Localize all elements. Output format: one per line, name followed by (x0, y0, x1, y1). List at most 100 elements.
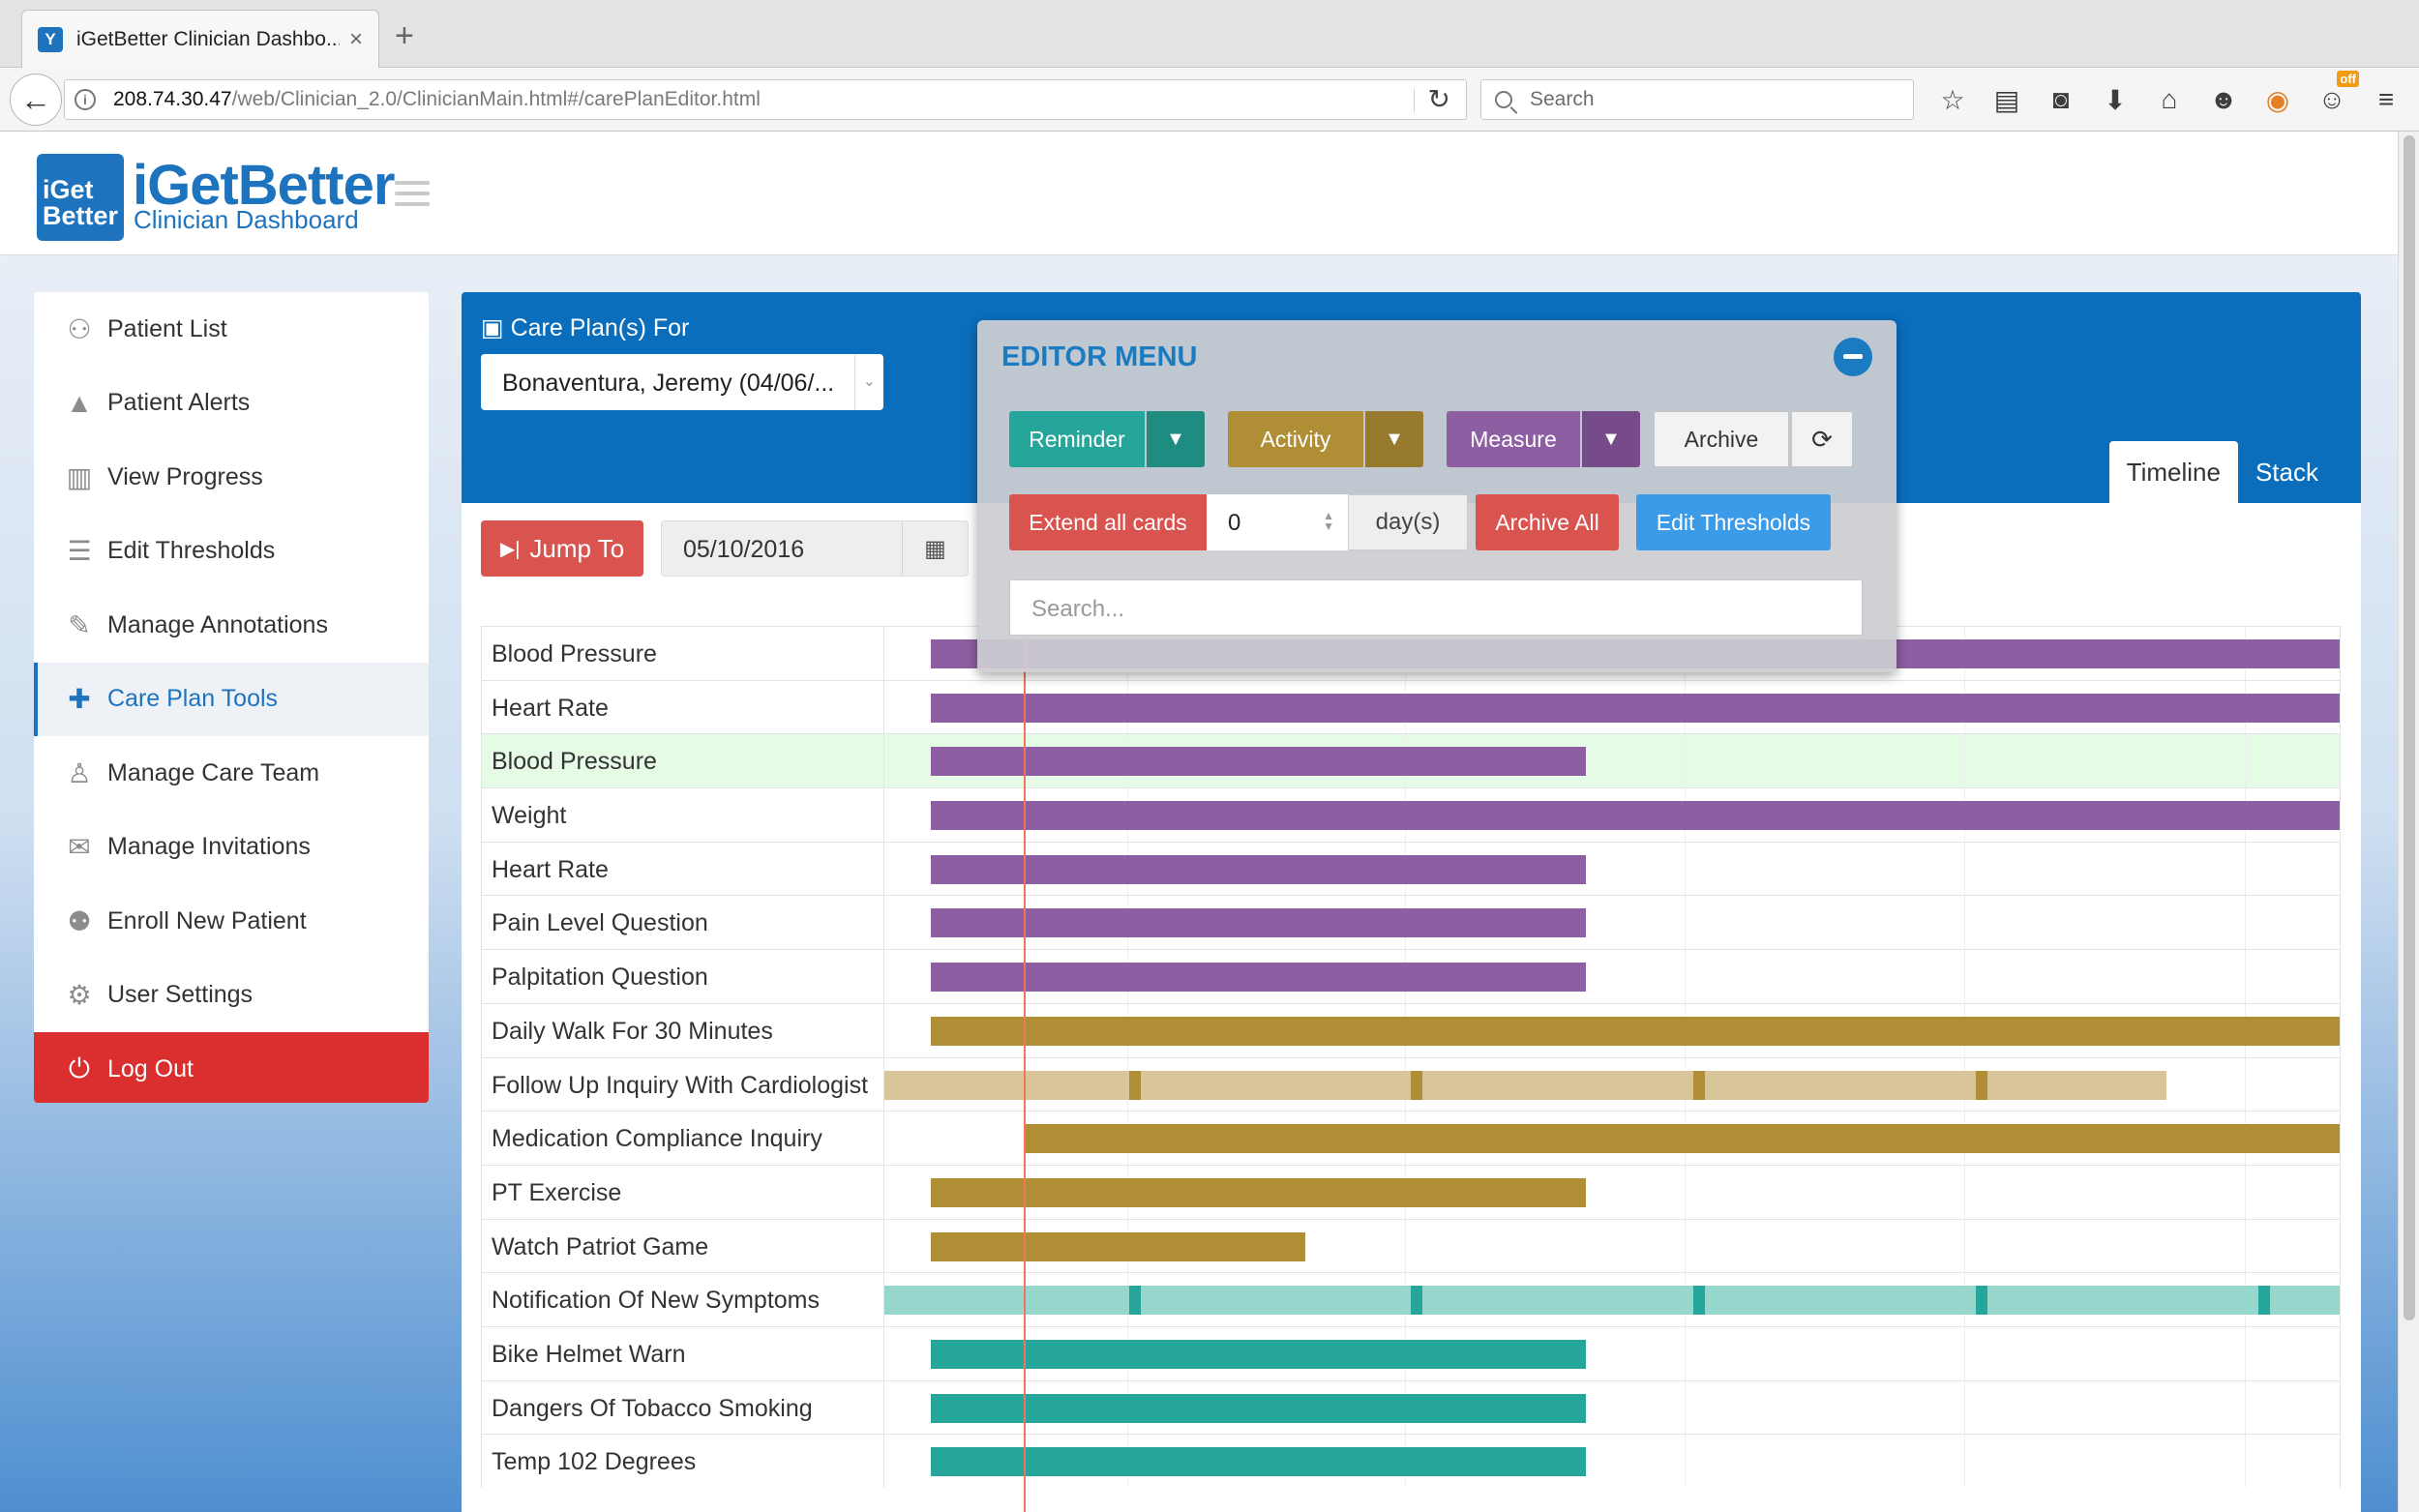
jump-to-button[interactable]: ▶| Jump To (481, 520, 643, 577)
bookmark-star-icon[interactable]: ☆ (1940, 84, 1965, 115)
sidebar-item-care-plan-tools[interactable]: ✚ Care Plan Tools (34, 662, 429, 736)
timeline-occurrence-tick[interactable] (1128, 1286, 1141, 1316)
menu-icon[interactable]: ≡ (2377, 84, 2395, 114)
measure-button[interactable]: Measure (1447, 411, 1580, 467)
timeline-occurrence-tick[interactable] (1976, 1070, 1988, 1100)
browser-tab[interactable]: Y iGetBetter Clinician Dashbo... × (21, 10, 379, 68)
reminder-button[interactable]: Reminder (1009, 411, 1145, 467)
sidebar-item-patient-alerts[interactable]: ▲ Patient Alerts (34, 367, 429, 441)
timeline-row[interactable]: Dangers Of Tobacco Smoking (481, 1379, 2341, 1435)
sidebar-item-patient-list[interactable]: ⚇ Patient List (34, 292, 429, 367)
timeline-card-bar[interactable] (931, 801, 2340, 831)
timeline-card-bar[interactable] (931, 1447, 1586, 1477)
measure-filter-button[interactable]: ▼ (1582, 411, 1640, 467)
timeline-row[interactable]: Medication Compliance Inquiry (481, 1111, 2341, 1165)
archive-all-button[interactable]: Archive All (1476, 494, 1619, 550)
timeline-card-bar[interactable] (931, 1231, 1305, 1261)
hamburger-menu-icon[interactable] (395, 181, 430, 213)
timeline-row[interactable]: Bike Helmet Warn (481, 1325, 2341, 1380)
edit-thresholds-button[interactable]: Edit Thresholds (1636, 494, 1831, 550)
new-tab-icon[interactable]: + (395, 17, 414, 54)
timeline-card-bar[interactable] (931, 747, 1586, 777)
timeline-card-bar[interactable] (931, 1339, 1586, 1369)
sidebar-item-enroll-new-patient[interactable]: ⚉ Enroll New Patient (34, 884, 429, 959)
timeline-row[interactable]: Heart Rate (481, 679, 2341, 734)
timeline-card-bar[interactable] (1024, 1124, 2340, 1154)
timeline-occurrence-tick[interactable] (1411, 1070, 1423, 1100)
timeline-row[interactable]: Notification Of New Symptoms (481, 1272, 2341, 1326)
tab-timeline[interactable]: Timeline (2108, 441, 2238, 503)
reader-list-icon[interactable]: ▤ (1993, 84, 2020, 115)
timeline-row[interactable]: Temp 102 Degrees (481, 1434, 2341, 1488)
timeline-occurrence-tick[interactable] (1976, 1286, 1988, 1316)
timeline-row[interactable]: Pain Level Question (481, 895, 2341, 950)
timeline-row[interactable]: Palpitation Question (481, 949, 2341, 1003)
sidebar-item-user-settings[interactable]: ⚙ User Settings (34, 959, 429, 1033)
sidebar-item-manage-annotations[interactable]: ✎ Manage Annotations (34, 588, 429, 663)
timeline-card-bar[interactable] (884, 1070, 2167, 1100)
patient-select[interactable]: Bonaventura, Jeremy (04/06/... ⌄ (481, 354, 883, 410)
timeline-card-bar[interactable] (931, 1016, 2340, 1046)
refresh-button[interactable]: ⟳ (1791, 411, 1853, 467)
sidebar-item-manage-care-team[interactable]: ♙ Manage Care Team (34, 736, 429, 811)
timeline-row[interactable]: Watch Patriot Game (481, 1218, 2341, 1273)
browser-search-input[interactable]: Search (1480, 79, 1914, 120)
timeline-card-bar[interactable] (931, 963, 1586, 993)
page-scrollbar[interactable] (2398, 132, 2419, 1512)
tab-stack[interactable]: Stack (2255, 457, 2318, 487)
calendar-icon[interactable]: ▦ (902, 521, 968, 576)
timeline-card-bar[interactable] (931, 854, 1586, 884)
timeline-occurrence-tick[interactable] (2257, 1286, 2270, 1316)
collapse-minus-icon[interactable] (1834, 338, 1872, 376)
search-icon (1495, 91, 1512, 108)
activity-button[interactable]: Activity (1228, 411, 1363, 467)
sidebar-item-view-progress[interactable]: ▥ View Progress (34, 440, 429, 515)
timeline-gridline (2245, 734, 2247, 788)
chat-icon[interactable]: ☻ (2209, 84, 2238, 114)
archive-button[interactable]: Archive (1654, 411, 1789, 467)
home-icon[interactable]: ⌂ (2161, 84, 2178, 114)
date-input[interactable]: 05/10/2016 ▦ (661, 520, 969, 577)
extend-days-input[interactable]: 0 ▲ ▼ (1207, 494, 1348, 550)
extension-color-icon[interactable]: ◉ (2265, 84, 2290, 115)
timeline-row[interactable]: Follow Up Inquiry With Cardiologist (481, 1056, 2341, 1112)
timeline-row[interactable]: Weight (481, 787, 2341, 842)
timeline-card-bar[interactable] (884, 1286, 2340, 1316)
timeline-occurrence-tick[interactable] (1693, 1070, 1706, 1100)
timeline-card-bar[interactable] (931, 1393, 1586, 1423)
close-tab-icon[interactable]: × (348, 25, 363, 52)
spinner-arrows-icon[interactable]: ▲ ▼ (1323, 509, 1334, 533)
timeline-gridline (1963, 842, 1965, 896)
care-plan-label-text: Care Plan(s) For (510, 314, 690, 341)
download-icon[interactable]: ⬇ (2104, 84, 2127, 115)
pocket-icon[interactable]: ◙ (2052, 84, 2070, 114)
timeline-row-label: Blood Pressure (481, 734, 884, 788)
reload-icon[interactable]: ↻ (1427, 84, 1450, 114)
activity-filter-button[interactable]: ▼ (1365, 411, 1423, 467)
url-bar[interactable]: i 208.74.30.47/web/Clinician_2.0/Clinici… (64, 79, 1467, 120)
sidebar-item-edit-thresholds[interactable]: ☰ Edit Thresholds (34, 515, 429, 589)
timeline-occurrence-tick[interactable] (1693, 1286, 1706, 1316)
timeline-occurrence-tick[interactable] (1411, 1286, 1423, 1316)
sidebar-item-manage-invitations[interactable]: ✉ Manage Invitations (34, 811, 429, 885)
app-header: iGet Better iGetBetter Clinician Dashboar… (0, 132, 2398, 255)
timeline-card-bar[interactable] (931, 1177, 1586, 1207)
timeline-row[interactable]: Heart Rate (481, 841, 2341, 896)
reminder-filter-button[interactable]: ▼ (1147, 411, 1205, 467)
timeline-row[interactable]: PT Exercise (481, 1164, 2341, 1219)
back-icon[interactable]: ← (10, 74, 62, 126)
scroll-thumb[interactable] (2404, 135, 2415, 1320)
timeline-card-bar[interactable] (931, 693, 2340, 723)
timeline-row[interactable]: Daily Walk For 30 Minutes (481, 1002, 2341, 1057)
timeline-row[interactable]: Blood Pressure (481, 733, 2341, 788)
extend-all-cards-button[interactable]: Extend all cards (1009, 494, 1207, 550)
addon-icon[interactable]: ☺ off (2305, 71, 2359, 115)
chevron-down-icon[interactable]: ⌄ (854, 354, 883, 410)
info-icon[interactable]: i (75, 89, 96, 110)
sidebar-item-log-out[interactable]: ⏻ Log Out (34, 1032, 429, 1103)
timeline-row-label: Temp 102 Degrees (481, 1435, 884, 1488)
editor-search-input[interactable]: Search... (1009, 579, 1863, 636)
timeline-occurrence-tick[interactable] (1128, 1070, 1141, 1100)
timeline-card-bar[interactable] (931, 908, 1586, 938)
timeline-row-label: Medication Compliance Inquiry (481, 1112, 884, 1165)
